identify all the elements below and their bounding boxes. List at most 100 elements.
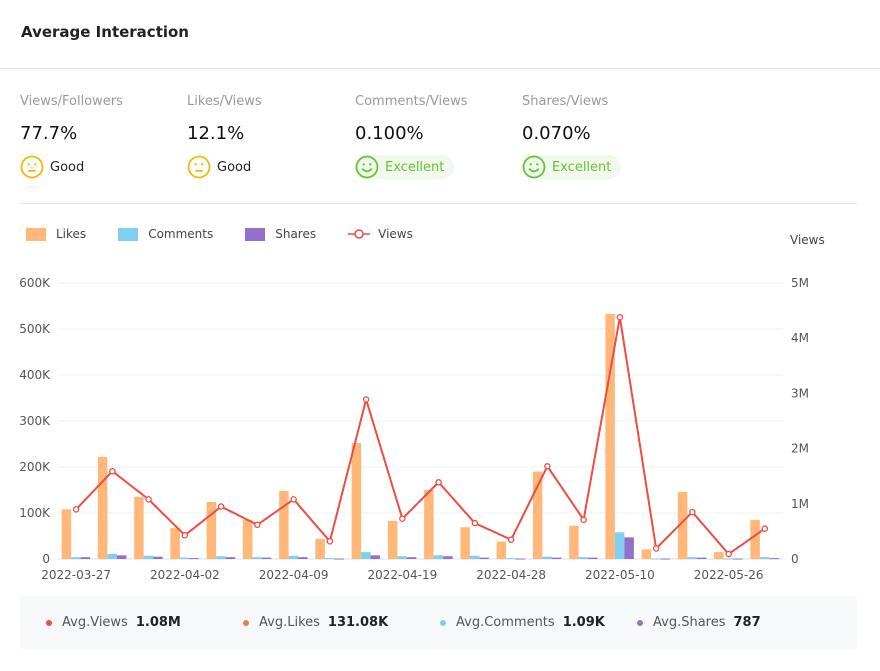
comments-bar bbox=[361, 552, 371, 559]
shares-bar bbox=[479, 557, 489, 559]
comments-bar bbox=[143, 555, 154, 559]
rating-label: Excellent bbox=[385, 159, 445, 175]
left-tick-label: 300K bbox=[19, 414, 51, 428]
shares-bar bbox=[370, 555, 381, 559]
views-point bbox=[761, 525, 769, 532]
views-point bbox=[254, 521, 261, 529]
comments-bar bbox=[651, 558, 661, 560]
metric-value: 0.070% bbox=[522, 123, 591, 144]
stat-label: Avg.Comments bbox=[456, 615, 555, 630]
views-point bbox=[507, 536, 515, 543]
legend-label: Comments bbox=[148, 227, 214, 241]
metric-label: Comments/Views bbox=[355, 94, 468, 109]
footer-stat: Avg.Comments 1.09K bbox=[440, 615, 611, 630]
rating-badge: Good bbox=[187, 155, 261, 179]
comments-bar bbox=[614, 532, 625, 559]
shares-bar bbox=[153, 556, 163, 559]
metric-label: Likes/Views bbox=[187, 94, 262, 109]
shares-bar bbox=[334, 558, 344, 560]
views-point bbox=[544, 463, 551, 470]
views-point bbox=[725, 550, 732, 558]
views-point bbox=[399, 515, 406, 522]
shares-bar bbox=[624, 537, 634, 559]
metric-card: Comments/Views 0.100% Excellent bbox=[355, 94, 515, 183]
comments-bar bbox=[107, 553, 117, 559]
right-tick-label: 2M bbox=[791, 442, 809, 456]
likes-bar bbox=[387, 520, 398, 559]
dot-icon bbox=[46, 619, 52, 626]
stat-value: 787 bbox=[733, 615, 761, 630]
legend-label: Shares bbox=[275, 227, 317, 241]
chart-legend: Likes Comments Shares Views bbox=[26, 227, 445, 241]
comments-bar bbox=[759, 557, 770, 559]
neutral-face-icon bbox=[20, 155, 44, 179]
views-point bbox=[362, 396, 370, 403]
x-tick-label: 2022-04-19 bbox=[368, 568, 438, 582]
likes-bar bbox=[206, 501, 217, 559]
views-point bbox=[471, 519, 479, 527]
rating-label: Good bbox=[50, 159, 85, 175]
comments-bar bbox=[288, 555, 299, 559]
shares-bar bbox=[733, 558, 743, 560]
comments-bar bbox=[723, 558, 734, 560]
views-point bbox=[181, 532, 189, 539]
smile-face-icon bbox=[355, 155, 379, 179]
comments-bar bbox=[433, 555, 444, 559]
views-point bbox=[326, 538, 334, 545]
views-point bbox=[145, 496, 152, 503]
dot-icon bbox=[637, 619, 643, 626]
x-tick-label: 2022-05-26 bbox=[694, 568, 764, 582]
right-tick-label: 3M bbox=[791, 386, 809, 400]
shares-swatch bbox=[245, 227, 266, 241]
likes-bar bbox=[279, 490, 289, 559]
shares-bar bbox=[261, 557, 272, 559]
x-tick-label: 2022-05-10 bbox=[585, 568, 655, 582]
views-point bbox=[72, 506, 80, 513]
rating-badge: Excellent bbox=[355, 155, 455, 179]
views-point bbox=[435, 479, 442, 486]
shares-bar bbox=[588, 557, 598, 559]
smile-face-icon bbox=[522, 155, 546, 179]
x-tick-label: 2022-03-27 bbox=[41, 568, 111, 582]
likes-swatch bbox=[26, 227, 46, 241]
right-tick-label: 4M bbox=[791, 331, 809, 345]
left-tick-label: 500K bbox=[19, 322, 51, 336]
shares-bar bbox=[660, 558, 671, 560]
likes-bar bbox=[677, 491, 688, 559]
shares-bar bbox=[80, 557, 91, 559]
metric-label: Views/Followers bbox=[20, 94, 123, 109]
shares-bar bbox=[443, 556, 453, 559]
views-point bbox=[652, 545, 660, 552]
comments-bar bbox=[506, 558, 516, 560]
legend-likes[interactable]: Likes bbox=[26, 227, 86, 241]
rating-label: Good bbox=[217, 159, 252, 175]
legend-comments[interactable]: Comments bbox=[118, 227, 213, 241]
views-point bbox=[217, 503, 225, 510]
views-line bbox=[75, 317, 766, 556]
stat-label: Avg.Shares bbox=[653, 615, 726, 630]
x-tick-label: 2022-04-28 bbox=[476, 568, 546, 582]
left-tick-label: 0 bbox=[42, 552, 50, 566]
line-marker-icon bbox=[348, 229, 371, 239]
left-tick-label: 400K bbox=[19, 368, 51, 382]
views-point bbox=[616, 313, 624, 321]
legend-shares[interactable]: Shares bbox=[245, 227, 316, 241]
x-tick-label: 2022-04-02 bbox=[150, 568, 220, 582]
comments-bar bbox=[687, 557, 697, 559]
shares-bar bbox=[406, 557, 417, 559]
views-point bbox=[580, 516, 587, 524]
rating-badge: Excellent bbox=[522, 155, 622, 179]
rating-badge: Good bbox=[20, 155, 94, 179]
comments-bar bbox=[324, 558, 335, 560]
likes-bar bbox=[605, 313, 615, 559]
comments-bar bbox=[179, 557, 190, 559]
legend-label: Likes bbox=[56, 227, 87, 241]
shares-bar bbox=[116, 555, 127, 559]
views-point bbox=[109, 467, 116, 475]
likes-bar bbox=[351, 443, 362, 559]
metric-value: 12.1% bbox=[187, 123, 245, 144]
interaction-chart: 0 100K 200K 300K 400K 500K 600K 0 1M 2M 3M 4M 5M 2022… bbox=[19, 276, 809, 582]
legend-views[interactable]: Views bbox=[348, 227, 413, 241]
metric-value: 0.100% bbox=[355, 123, 424, 144]
metric-card: Views/Followers 77.7% Good bbox=[20, 94, 180, 183]
